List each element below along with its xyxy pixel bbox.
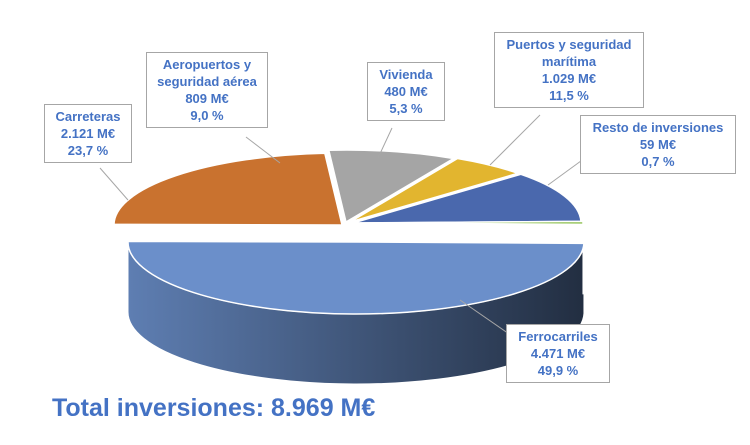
label-aeropuertos-line-3: 9,0 %	[190, 108, 224, 123]
label-puertos-line-1: marítima	[541, 54, 597, 69]
label-aeropuertos-line-1: seguridad aérea	[157, 74, 257, 89]
label-resto-line-2: 0,7 %	[641, 154, 675, 169]
label-ferrocarriles: Ferrocarriles 4.471 M€ 49,9 %	[506, 324, 610, 383]
pie-slice-ferrocarriles	[127, 240, 585, 315]
pie-slice-aeropuertos	[327, 149, 456, 224]
label-puertos-line-3: 11,5 %	[549, 88, 589, 103]
leader-line-aeropuertos	[245, 136, 281, 164]
leader-line-puertos	[489, 114, 541, 166]
total-investments-text: Total inversiones: 8.969 M€	[52, 394, 376, 422]
label-resto-line-0: Resto de inversiones	[592, 120, 724, 135]
label-carreteras-line-0: Carreteras	[55, 109, 121, 124]
pie-slice-resto	[354, 220, 584, 226]
label-carreteras-line-1: 2.121 M€	[60, 126, 116, 141]
label-puertos-line-0: Puertos y seguridad	[506, 37, 632, 52]
pie-slice-carreteras	[113, 152, 343, 226]
label-vivienda: Vivienda 480 M€ 5,3 %	[367, 62, 445, 121]
leader-line-vivienda	[377, 127, 393, 159]
leader-line-carreteras	[99, 167, 129, 201]
label-vivienda-line-1: 480 M€	[384, 84, 428, 99]
label-aeropuertos-line-2: 809 M€	[185, 91, 229, 106]
label-carreteras-line-2: 23,7 %	[67, 143, 109, 158]
label-vivienda-line-0: Vivienda	[379, 67, 433, 82]
label-ferrocarriles-line-1: 4.471 M€	[530, 346, 586, 361]
pie-slice-vivienda	[349, 157, 521, 223]
leader-line-ferrocarriles	[459, 299, 516, 339]
label-ferrocarriles-line-0: Ferrocarriles	[518, 329, 598, 344]
label-puertos-line-2: 1.029 M€	[541, 71, 597, 86]
label-resto-line-1: 59 M€	[639, 137, 677, 152]
label-aeropuertos-line-0: Aeropuertos y	[162, 57, 252, 72]
label-puertos: Puertos y seguridad marítima 1.029 M€ 11…	[494, 32, 644, 108]
label-ferrocarriles-line-2: 49,9 %	[537, 363, 579, 378]
pie-slice-puertos	[352, 173, 582, 224]
pie-tops	[113, 149, 585, 315]
label-vivienda-line-2: 5,3 %	[389, 101, 423, 116]
label-carreteras: Carreteras 2.121 M€ 23,7 %	[44, 104, 132, 163]
label-aeropuertos: Aeropuertos y seguridad aérea 809 M€ 9,0…	[146, 52, 268, 128]
label-resto: Resto de inversiones 59 M€ 0,7 %	[580, 115, 736, 174]
